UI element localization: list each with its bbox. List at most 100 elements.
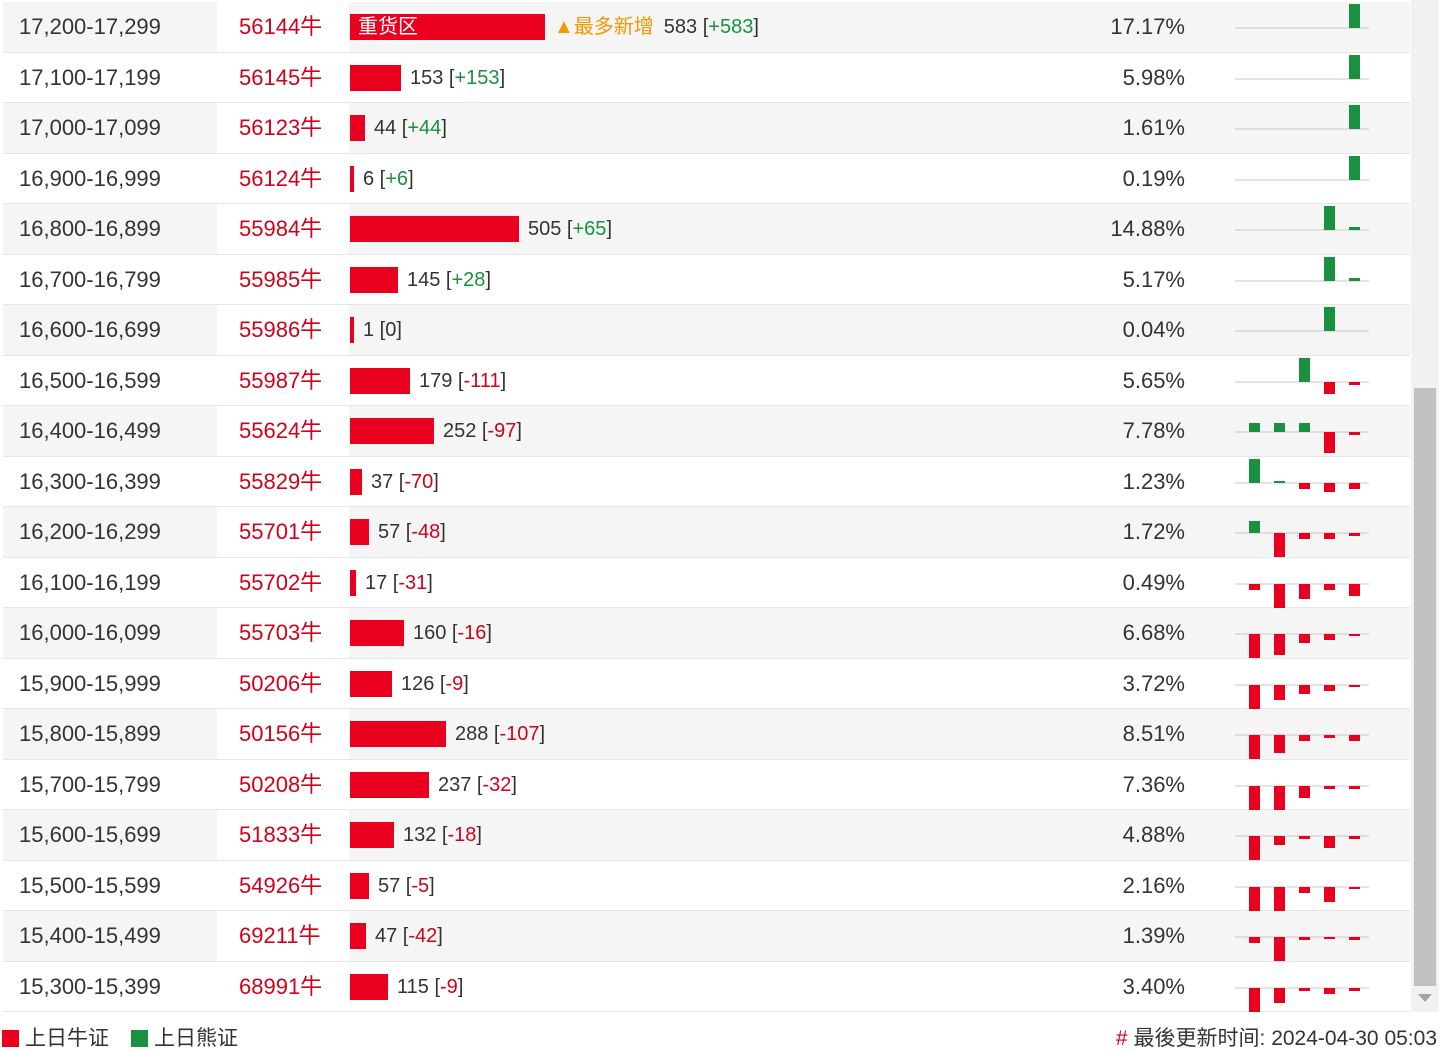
warrant-code-link[interactable]: 56144牛 (239, 14, 323, 39)
warrant-code-link[interactable]: 55986牛 (239, 317, 323, 342)
bull-spark-bar (1349, 381, 1360, 385)
table-row[interactable]: 15,400-15,499 69211牛 47 [-42] 1.39% (3, 911, 1410, 962)
bear-spark-bar (1349, 155, 1360, 180)
table-row[interactable]: 16,700-16,799 55985牛 145 [+28] 5.17% (3, 254, 1410, 305)
warrant-code-link[interactable]: 56123牛 (239, 115, 323, 140)
volume-bar (350, 620, 404, 646)
warrant-code-link[interactable]: 55987牛 (239, 367, 323, 393)
bull-spark-bar (1249, 735, 1260, 759)
count-text: 57 [-5] (378, 874, 435, 897)
count-text: 126 [-9] (401, 672, 469, 695)
bull-spark-bar (1249, 836, 1260, 860)
bear-spark-bar (1249, 423, 1260, 432)
count-text: 237 [-32] (438, 773, 517, 796)
scroll-down-arrow-icon[interactable] (1418, 994, 1432, 1002)
table-row[interactable]: 16,400-16,499 55624牛 252 [-97] 7.78% (3, 406, 1410, 457)
change-value: +153 (454, 66, 500, 89)
history-sparkline (1235, 54, 1369, 79)
warrant-code-link[interactable]: 68991牛 (239, 973, 323, 999)
warrant-code-link[interactable]: 55702牛 (239, 569, 323, 595)
warrant-code-link[interactable]: 51833牛 (239, 822, 323, 847)
warrant-code-link[interactable]: 55703牛 (239, 620, 323, 645)
change-value: -42 (408, 925, 438, 947)
warrant-code-link[interactable]: 55985牛 (239, 266, 323, 292)
warrant-code-link[interactable]: 55624牛 (239, 418, 323, 443)
change-value: -97 (487, 420, 517, 442)
warrant-code-link[interactable]: 54926牛 (239, 872, 323, 898)
bear-spark-bar (1274, 423, 1285, 432)
table-row[interactable]: 16,900-16,999 56124牛 6 [+6] 0.19% (3, 153, 1410, 204)
volume-bar (350, 418, 434, 444)
warrant-code-link[interactable]: 55829牛 (239, 468, 323, 494)
warrant-code-link[interactable]: 56145牛 (239, 64, 323, 90)
history-sparkline (1235, 256, 1369, 281)
table-row[interactable]: 15,300-15,399 68991牛 115 [-9] 3.40% (3, 961, 1410, 1012)
change-value: -70 (404, 470, 434, 493)
volume-bar (350, 822, 394, 848)
code-cell (217, 810, 349, 860)
bear-spark-bar (1324, 206, 1335, 230)
percent-value: 8.51% (1122, 721, 1185, 746)
table-row[interactable]: 16,500-16,599 55987牛 179 [-111] 5.65% (3, 355, 1410, 406)
price-range: 16,100-16,199 (19, 569, 161, 595)
warrant-code-link[interactable]: 55701牛 (239, 519, 323, 544)
table-row[interactable]: 16,100-16,199 55702牛 17 [-31] 0.49% (3, 557, 1410, 608)
table-row[interactable]: 17,200-17,299 56144牛 重货区 ▲最多新增 583 [+583] 17.… (3, 2, 1410, 53)
table-row[interactable]: 16,600-16,699 55986牛 1 [0] 0.04% (3, 305, 1410, 356)
table-row[interactable]: 16,800-16,899 55984牛 505 [+65] 14.88% (3, 204, 1410, 255)
history-sparkline (1235, 835, 1369, 860)
count-text: ▲最多新增 583 [+583] (554, 16, 759, 38)
table-row[interactable]: 15,900-15,999 50206牛 126 [-9] 3.72% (3, 658, 1410, 709)
warrant-code-link[interactable]: 55984牛 (239, 216, 323, 241)
count-text: 1 [0] (363, 319, 402, 341)
code-cell (217, 557, 349, 607)
warrant-code-link[interactable]: 56124牛 (239, 165, 323, 191)
bull-spark-bar (1349, 482, 1360, 489)
warrant-code-link[interactable]: 50206牛 (239, 670, 323, 696)
bull-spark-bar (1324, 735, 1335, 738)
bull-spark-bar (1274, 886, 1285, 911)
count-value: 237 (438, 773, 472, 796)
bull-spark-bar (1349, 684, 1360, 687)
table-row[interactable]: 17,000-17,099 56123牛 44 [+44] 1.61% (3, 103, 1410, 154)
count-value: 44 (374, 117, 397, 139)
table-row[interactable]: 16,000-16,099 55703牛 160 [-16] 6.68% (3, 608, 1410, 659)
bull-spark-bar (1299, 987, 1310, 991)
table-row[interactable]: 16,300-16,399 55829牛 37 [-70] 1.23% (3, 456, 1410, 507)
percent-value: 0.04% (1122, 317, 1185, 342)
percent-value: 6.68% (1122, 620, 1185, 645)
history-sparkline (1235, 521, 1369, 557)
bull-spark-bar (1299, 482, 1310, 489)
bear-spark-bar (1324, 307, 1335, 331)
count-value: 145 (407, 268, 441, 291)
bull-spark-bar (1349, 634, 1360, 636)
bear-spark-bar (1349, 4, 1360, 28)
volume-bar (350, 317, 354, 343)
table-row[interactable]: 15,800-15,899 50156牛 288 [-107] 8.51% (3, 709, 1410, 760)
table-row[interactable]: 15,500-15,599 54926牛 57 [-5] 2.16% (3, 860, 1410, 911)
bear-spark-bar (1324, 256, 1335, 281)
warrant-code-link[interactable]: 50156牛 (239, 721, 323, 746)
scrollbar-thumb[interactable] (1414, 388, 1436, 986)
bull-spark-bar (1274, 684, 1285, 700)
price-range: 16,600-16,699 (19, 317, 161, 342)
volume-bar (350, 519, 369, 545)
history-sparkline (1235, 458, 1369, 492)
table-row[interactable]: 17,100-17,199 56145牛 153 [+153] 5.98% (3, 52, 1410, 103)
bull-spark-bar (1274, 836, 1285, 845)
percent-value: 7.36% (1122, 771, 1185, 797)
legend-bull: 上日牛证 (2, 1028, 109, 1050)
bull-swatch-icon (2, 1030, 19, 1047)
code-cell (217, 608, 349, 658)
warrant-code-link[interactable]: 50208牛 (239, 771, 323, 797)
code-cell (217, 153, 349, 203)
warrant-code-link[interactable]: 69211牛 (239, 923, 321, 948)
bull-spark-bar (1249, 937, 1260, 943)
count-value: 57 (378, 874, 401, 897)
percent-value: 0.49% (1122, 569, 1185, 595)
history-sparkline (1235, 423, 1369, 453)
table-row[interactable]: 15,600-15,699 51833牛 132 [-18] 4.88% (3, 810, 1410, 861)
table-row[interactable]: 16,200-16,299 55701牛 57 [-48] 1.72% (3, 507, 1410, 558)
bull-spark-bar (1299, 634, 1310, 643)
table-row[interactable]: 15,700-15,799 50208牛 237 [-32] 7.36% (3, 759, 1410, 810)
